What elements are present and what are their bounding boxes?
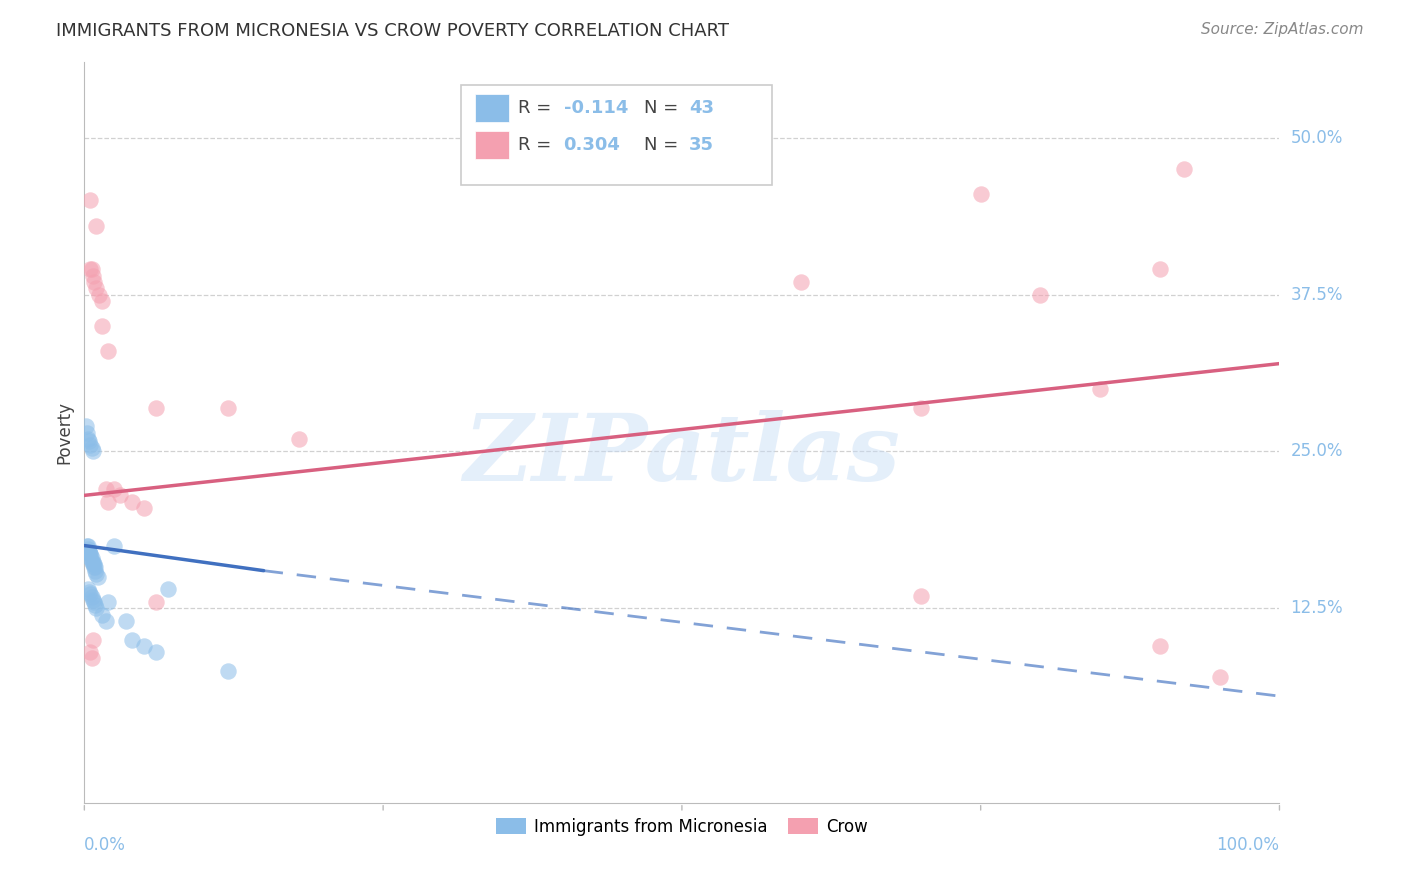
Point xyxy=(97,344,120,359)
Point xyxy=(83,275,105,289)
Point xyxy=(82,555,104,569)
FancyBboxPatch shape xyxy=(461,85,772,185)
Text: N =: N = xyxy=(644,136,683,153)
Point xyxy=(94,614,117,628)
Point xyxy=(217,401,239,415)
Point xyxy=(84,598,107,612)
Point xyxy=(80,262,103,277)
Point xyxy=(157,582,180,597)
Point xyxy=(86,601,108,615)
Point xyxy=(110,488,132,502)
Point xyxy=(77,545,100,559)
Point xyxy=(86,570,108,584)
Point xyxy=(86,567,108,582)
Point xyxy=(77,545,100,559)
Point xyxy=(145,645,167,659)
Point xyxy=(91,607,114,622)
Point xyxy=(77,539,100,553)
Point xyxy=(1149,262,1171,277)
Point xyxy=(1173,162,1195,177)
Point xyxy=(83,560,105,574)
Point xyxy=(80,551,103,566)
Point xyxy=(79,262,101,277)
Text: N =: N = xyxy=(644,99,683,117)
Point xyxy=(910,401,932,415)
Text: 0.0%: 0.0% xyxy=(84,836,127,855)
Point xyxy=(77,542,100,557)
Point xyxy=(77,432,100,446)
Point xyxy=(79,645,101,659)
Text: 25.0%: 25.0% xyxy=(1291,442,1343,460)
Point xyxy=(87,287,110,301)
FancyBboxPatch shape xyxy=(475,94,509,121)
Point xyxy=(1209,670,1232,684)
Point xyxy=(79,547,101,561)
Point xyxy=(77,585,100,599)
Text: 37.5%: 37.5% xyxy=(1291,285,1343,303)
Point xyxy=(80,555,103,569)
Point xyxy=(79,438,101,452)
Point xyxy=(115,614,138,628)
Y-axis label: Poverty: Poverty xyxy=(55,401,73,464)
Point xyxy=(83,595,105,609)
Point xyxy=(82,558,104,572)
Point xyxy=(75,419,97,434)
Point xyxy=(145,595,167,609)
Point xyxy=(76,539,98,553)
Point xyxy=(97,494,120,508)
Point xyxy=(121,494,143,508)
Text: R =: R = xyxy=(519,136,557,153)
Point xyxy=(79,547,101,561)
Point xyxy=(79,587,101,601)
Point xyxy=(79,551,101,566)
Point xyxy=(145,401,167,415)
Point xyxy=(288,432,311,446)
Point xyxy=(84,564,107,578)
Text: Source: ZipAtlas.com: Source: ZipAtlas.com xyxy=(1201,22,1364,37)
Text: 12.5%: 12.5% xyxy=(1291,599,1343,617)
Point xyxy=(80,590,103,604)
Text: -0.114: -0.114 xyxy=(564,99,628,117)
Point xyxy=(121,632,143,647)
Point xyxy=(82,632,104,647)
Point xyxy=(82,268,104,283)
Point xyxy=(91,293,114,308)
Point xyxy=(79,194,101,208)
Point xyxy=(1149,639,1171,653)
Point xyxy=(86,281,108,295)
Point xyxy=(80,441,103,455)
Point xyxy=(103,539,125,553)
Text: 50.0%: 50.0% xyxy=(1291,128,1343,146)
Point xyxy=(790,275,813,289)
Point xyxy=(970,187,993,202)
Text: ZIPatlas: ZIPatlas xyxy=(464,409,900,500)
Text: 35: 35 xyxy=(689,136,714,153)
Point xyxy=(76,425,98,440)
Text: 0.304: 0.304 xyxy=(564,136,620,153)
Point xyxy=(132,500,156,515)
Point xyxy=(80,651,103,665)
Point xyxy=(82,444,104,458)
Point xyxy=(83,558,105,572)
Text: 43: 43 xyxy=(689,99,714,117)
Point xyxy=(82,592,104,607)
Point xyxy=(217,664,239,678)
Point xyxy=(910,589,932,603)
Point xyxy=(77,434,100,449)
Point xyxy=(94,482,117,496)
Point xyxy=(97,595,120,609)
Point xyxy=(1029,287,1052,301)
Text: IMMIGRANTS FROM MICRONESIA VS CROW POVERTY CORRELATION CHART: IMMIGRANTS FROM MICRONESIA VS CROW POVER… xyxy=(56,22,730,40)
Point xyxy=(84,560,107,574)
Text: R =: R = xyxy=(519,99,557,117)
Point xyxy=(103,482,125,496)
Point xyxy=(132,639,156,653)
FancyBboxPatch shape xyxy=(475,130,509,159)
Point xyxy=(1090,382,1112,396)
Legend: Immigrants from Micronesia, Crow: Immigrants from Micronesia, Crow xyxy=(489,811,875,843)
Text: 100.0%: 100.0% xyxy=(1216,836,1279,855)
Point xyxy=(86,219,108,233)
Point xyxy=(91,318,114,333)
Point xyxy=(77,582,100,597)
